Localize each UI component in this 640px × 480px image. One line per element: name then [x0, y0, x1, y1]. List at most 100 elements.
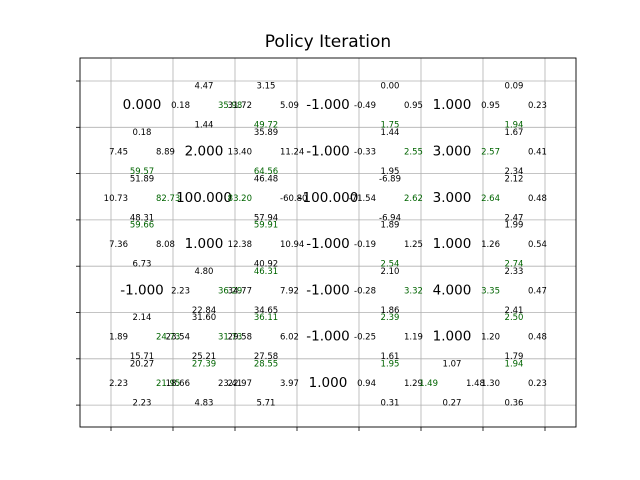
q-value-left-label: 0.95 — [481, 101, 500, 111]
q-value-left-label: -0.49 — [354, 101, 376, 111]
state-value-label: -1.000 — [306, 97, 350, 113]
q-value-down-label: 5.71 — [257, 398, 276, 408]
state-value-label: 3.000 — [433, 190, 472, 206]
q-value-right-label: 7.92 — [280, 286, 299, 296]
q-value-best-label: 1.49 — [419, 379, 438, 389]
q-value-right-label: 23.41 — [218, 379, 242, 389]
q-value-left-label: 12.38 — [228, 240, 252, 250]
q-value-left-label: 31.72 — [228, 101, 252, 111]
q-value-right-label: 1.29 — [404, 379, 423, 389]
q-value-down-label: -6.94 — [379, 213, 401, 223]
state-value-label: -1.000 — [120, 282, 164, 298]
q-value-down-label: 1.44 — [195, 121, 214, 131]
state-value-label: -100.000 — [298, 190, 359, 206]
q-value-best-label: 2.62 — [404, 194, 423, 204]
q-value-right-label: 5.09 — [280, 101, 299, 111]
q-value-left-label: 23.54 — [166, 333, 190, 343]
q-value-right-label: 0.41 — [528, 147, 547, 157]
q-value-best-label: 24.73 — [156, 333, 180, 343]
q-value-best-label: 35.98 — [218, 101, 242, 111]
state-value-label: 1.000 — [433, 236, 472, 252]
q-value-right-label: 0.23 — [528, 379, 547, 389]
q-value-down-label: 6.73 — [133, 260, 152, 270]
state-value-label: -1.000 — [306, 329, 350, 345]
q-value-up-label: 46.48 — [254, 174, 278, 184]
q-value-down-label: 0.27 — [443, 398, 462, 408]
q-value-up-label: 1.44 — [381, 128, 400, 138]
q-value-best-label: 1.94 — [505, 121, 524, 131]
q-value-best-label: 59.66 — [130, 221, 154, 231]
q-value-down-label: 34.65 — [254, 306, 278, 316]
q-value-left-label: 7.36 — [109, 240, 128, 250]
q-value-down-label: 48.31 — [130, 213, 154, 223]
q-value-left-label: 7.45 — [109, 147, 128, 157]
q-value-up-label: 2.12 — [505, 174, 524, 184]
q-value-right-label: 1.19 — [404, 333, 423, 343]
q-value-best-label: 59.57 — [130, 167, 154, 177]
state-value-label: 2.000 — [185, 143, 224, 159]
q-value-best-label: 2.50 — [505, 313, 524, 323]
q-value-left-label: 1.30 — [481, 379, 500, 389]
q-value-best-label: 36.29 — [218, 286, 242, 296]
axes-frame — [79, 57, 577, 428]
q-value-down-label: 2.41 — [505, 306, 524, 316]
q-value-up-label: 2.10 — [381, 267, 400, 277]
q-value-left-label: 22.97 — [228, 379, 252, 389]
q-value-best-label: 46.31 — [254, 267, 278, 277]
q-value-best-label: 3.35 — [481, 286, 500, 296]
q-value-down-label: 2.47 — [505, 213, 524, 223]
state-value-label: 1.000 — [433, 97, 472, 113]
q-value-best-label: 3.32 — [404, 286, 423, 296]
q-value-down-label: 40.92 — [254, 260, 278, 270]
state-value-label: -1.000 — [306, 282, 350, 298]
q-value-best-label: 2.74 — [505, 260, 524, 270]
q-value-left-label: 13.40 — [228, 147, 252, 157]
q-value-right-label: 0.95 — [404, 101, 423, 111]
q-value-up-label: 35.89 — [254, 128, 278, 138]
q-value-right-label: 0.47 — [528, 286, 547, 296]
q-value-right-label: 6.02 — [280, 333, 299, 343]
q-value-down-label: 1.95 — [381, 167, 400, 177]
q-value-best-label: 28.55 — [254, 359, 278, 369]
q-value-best-label: 2.39 — [381, 313, 400, 323]
q-value-up-label: 0.09 — [505, 82, 524, 92]
q-value-down-label: 25.21 — [192, 352, 216, 362]
q-value-best-label: 82.73 — [156, 194, 180, 204]
q-value-up-label: 1.99 — [505, 221, 524, 231]
q-value-best-label: 36.11 — [254, 313, 278, 323]
q-value-left-label: 0.94 — [357, 379, 376, 389]
state-value-label: 1.000 — [185, 236, 224, 252]
q-value-down-label: 2.23 — [133, 398, 152, 408]
q-value-left-label: 0.18 — [171, 101, 190, 111]
q-value-up-label: 51.89 — [130, 174, 154, 184]
state-value-label: 3.000 — [433, 143, 472, 159]
q-value-left-label: -0.25 — [354, 333, 376, 343]
q-value-down-label: 0.31 — [381, 398, 400, 408]
state-value-label: -1.000 — [306, 143, 350, 159]
q-value-up-label: -6.89 — [379, 174, 401, 184]
q-value-right-label: 8.08 — [156, 240, 175, 250]
q-value-left-label: 1.26 — [481, 240, 500, 250]
q-value-right-label: 0.54 — [528, 240, 547, 250]
q-value-down-label: 1.61 — [381, 352, 400, 362]
q-value-up-label: 4.47 — [195, 82, 214, 92]
q-value-down-label: 22.84 — [192, 306, 216, 316]
q-value-best-label: 1.75 — [381, 121, 400, 131]
q-value-left-label: 10.73 — [104, 194, 128, 204]
q-value-up-label: 4.80 — [195, 267, 214, 277]
q-value-up-label: 1.07 — [443, 359, 462, 369]
q-value-up-label: 1.67 — [505, 128, 524, 138]
q-value-up-label: 2.33 — [505, 267, 524, 277]
q-value-right-label: 0.23 — [528, 101, 547, 111]
q-value-left-label: 18.66 — [166, 379, 190, 389]
q-value-up-label: 31.60 — [192, 313, 216, 323]
q-value-down-label: 1.79 — [505, 352, 524, 362]
q-value-right-label: 3.97 — [280, 379, 299, 389]
q-value-right-label: 1.25 — [404, 240, 423, 250]
q-value-best-label: 31.73 — [218, 333, 242, 343]
q-value-best-label: 64.56 — [254, 167, 278, 177]
q-value-best-label: 2.64 — [481, 194, 500, 204]
q-value-best-label: 2.54 — [381, 260, 400, 270]
q-value-down-label: 57.94 — [254, 213, 278, 223]
q-value-best-label: 1.95 — [381, 359, 400, 369]
